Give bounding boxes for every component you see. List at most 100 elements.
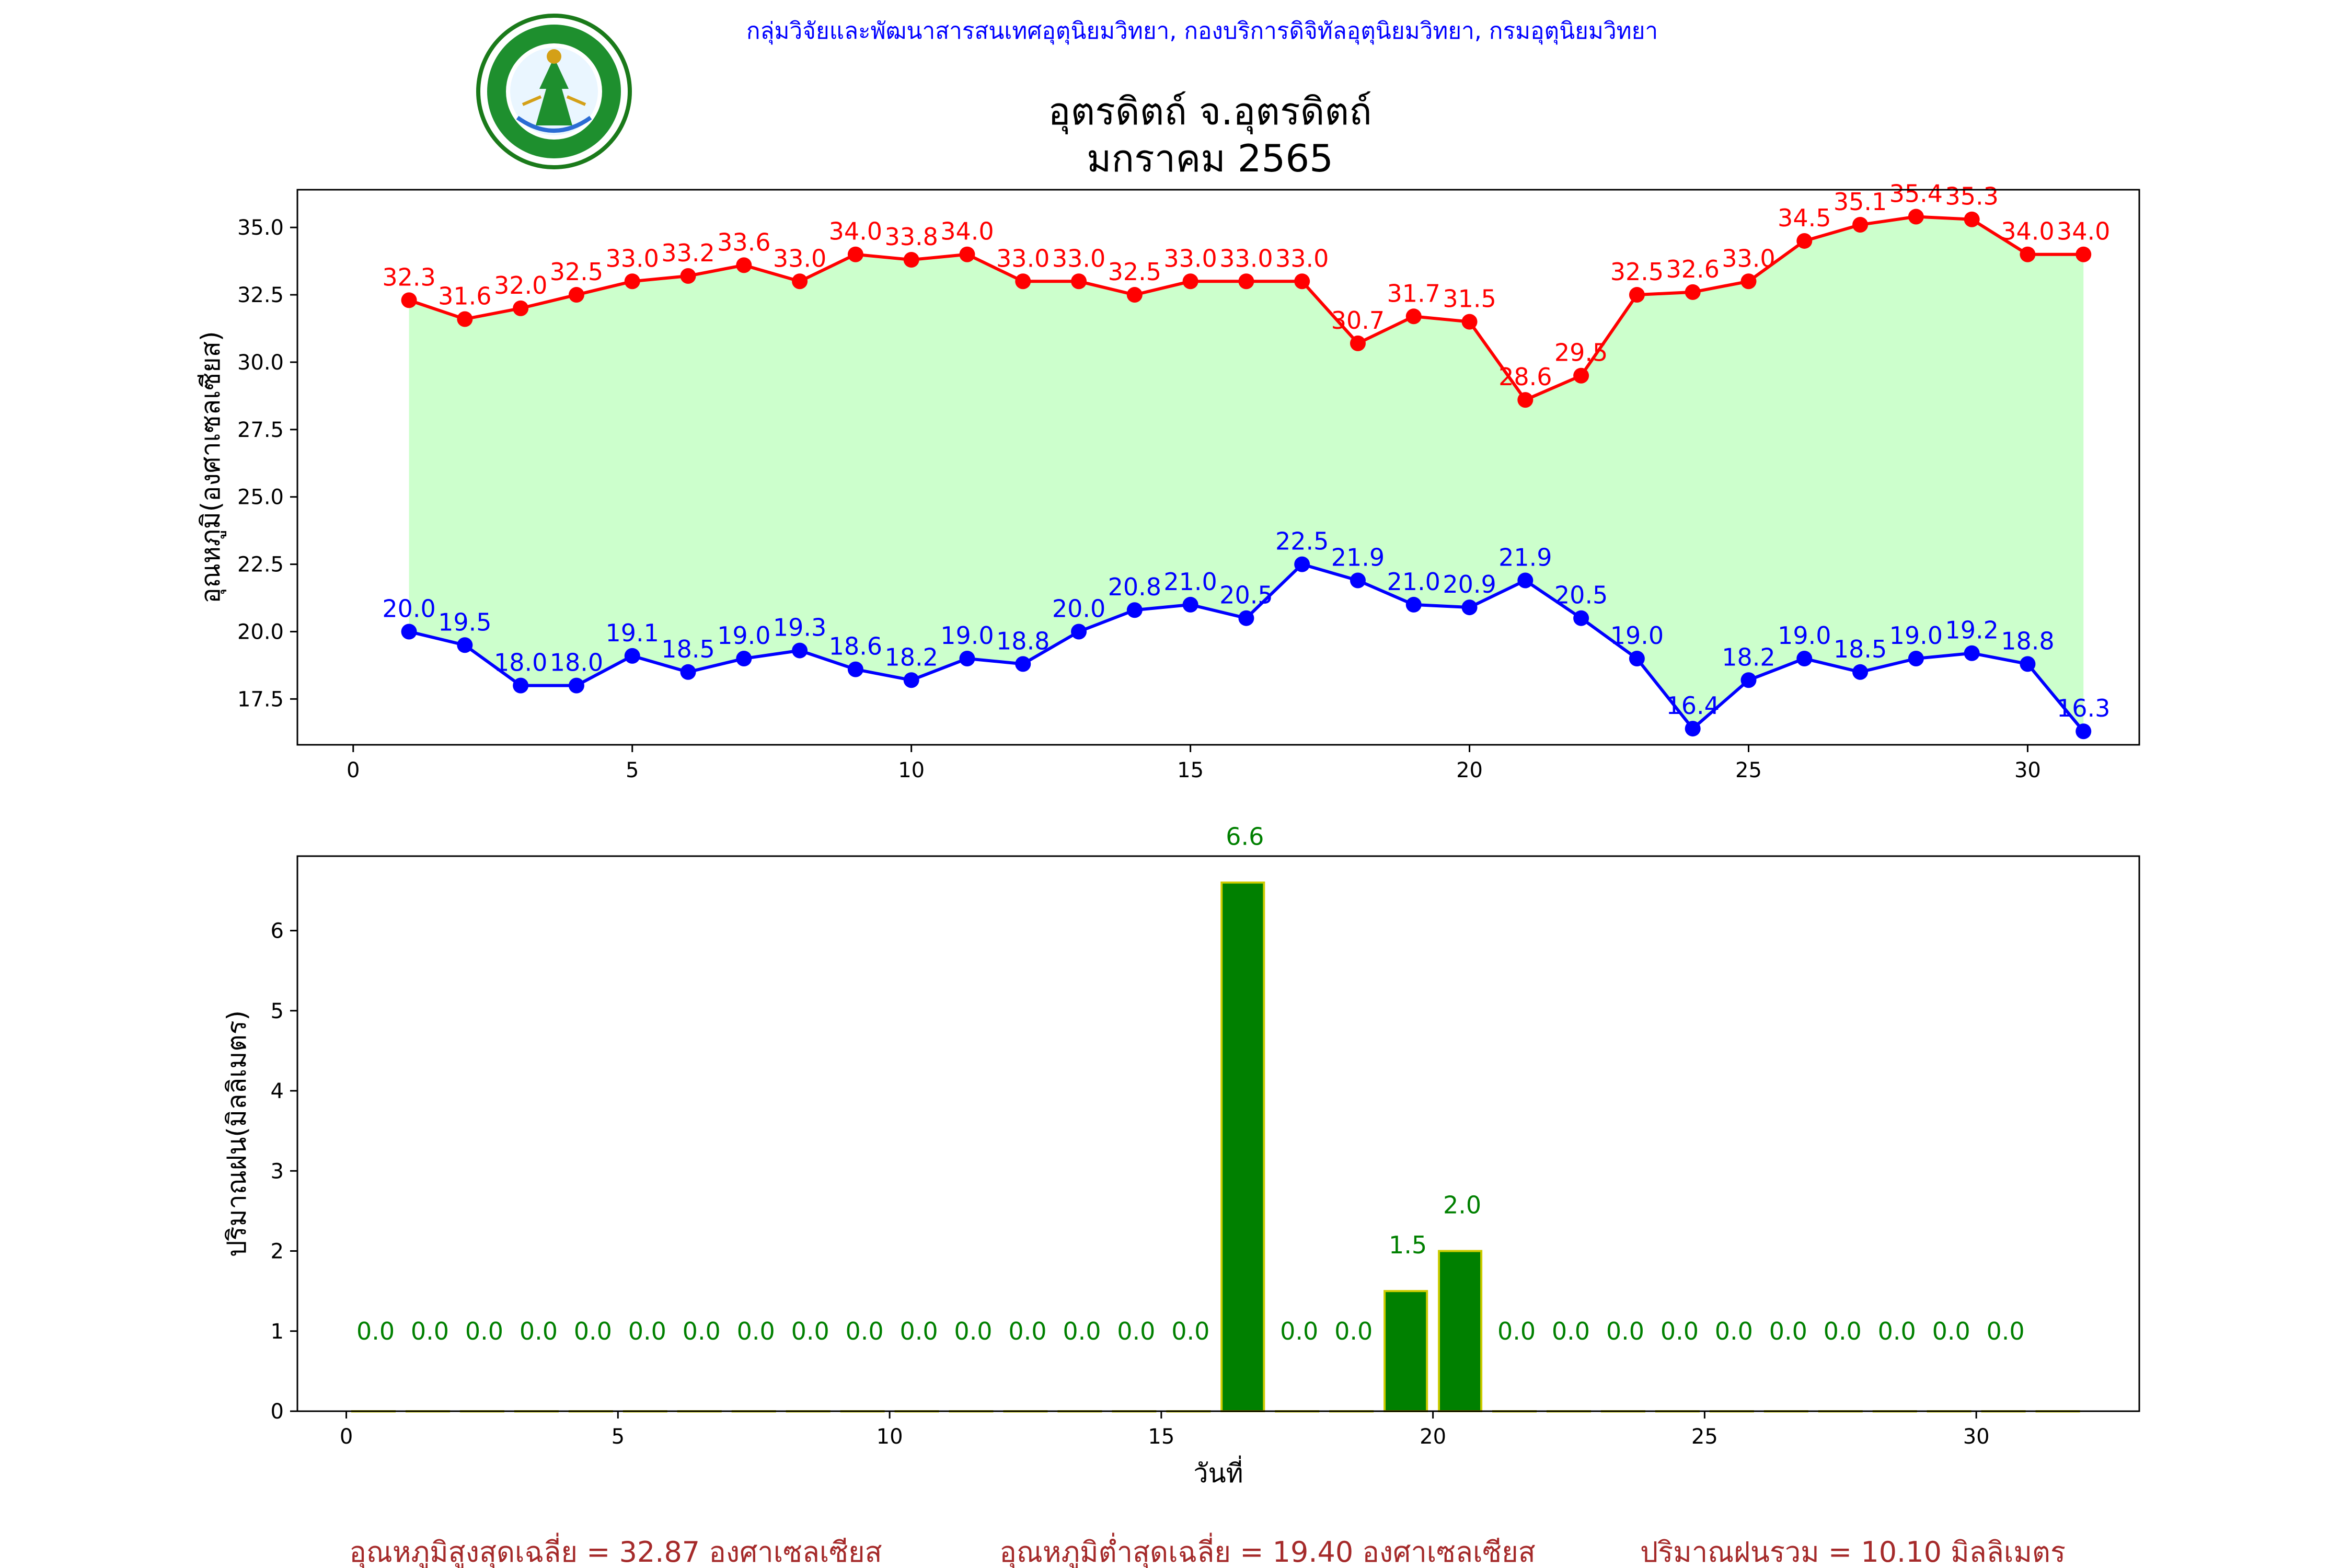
min-temp-label: 19.0 [940, 621, 994, 650]
min-temp-point [1852, 664, 1869, 680]
rain-value-label: 0.0 [465, 1317, 503, 1345]
max-temp-label: 34.0 [829, 217, 882, 246]
max-temp-point [680, 268, 696, 284]
max-temp-point [568, 287, 584, 303]
max-temp-point [847, 246, 863, 262]
rain-value-label: 0.0 [574, 1317, 612, 1345]
max-temp-label: 33.2 [661, 239, 714, 267]
max-temp-point [457, 311, 473, 327]
y-tick-label: 25.0 [237, 486, 284, 510]
rain-value-label: 0.0 [1008, 1317, 1046, 1345]
y-tick-label: 17.5 [237, 687, 284, 711]
rain-value-label: 0.0 [1606, 1317, 1644, 1345]
max-temp-point [2020, 246, 2036, 262]
x-tick-label: 15 [1148, 1425, 1174, 1449]
x-tick-label: 30 [2014, 758, 2041, 782]
rain-value-label: 0.0 [1878, 1317, 1916, 1345]
min-temp-point [1238, 610, 1254, 626]
min-temp-point [513, 677, 529, 694]
max-temp-point [1740, 273, 1757, 290]
y-tick-label: 3 [271, 1159, 284, 1183]
max-temp-label: 32.0 [494, 271, 547, 299]
y-tick-label: 22.5 [237, 553, 284, 577]
x-tick-label: 20 [1456, 758, 1483, 782]
max-temp-label: 31.6 [438, 282, 491, 310]
max-temp-point [1126, 287, 1143, 303]
org-line: กลุ่มวิจัยและพัฒนาสารสนเทศอุตุนิยมวิทยา,… [746, 18, 1658, 45]
max-temp-point [1071, 273, 1087, 290]
min-temp-point [792, 642, 808, 659]
max-temp-label: 28.6 [1498, 363, 1552, 391]
max-temp-label: 35.3 [1945, 182, 1998, 211]
temperature-chart: 32.331.6 32.0 32.5 33.0 33.2 33.633.034.0 33.8… [195, 180, 2140, 782]
min-temp-point [1015, 656, 1031, 672]
min-temp-point [2076, 723, 2092, 740]
max-temp-label: 33.0 [1275, 244, 1329, 272]
min-temp-label: 20.5 [1554, 581, 1608, 609]
rain-value-label: 0.0 [954, 1317, 992, 1345]
min-temp-label: 16.4 [1666, 691, 1719, 720]
rain-value-label: 0.0 [1552, 1317, 1590, 1345]
max-temp-label: 32.6 [1666, 255, 1719, 283]
max-temp-point [1405, 308, 1422, 325]
y-tick-label: 35.0 [237, 216, 284, 240]
min-temp-label: 20.5 [1219, 581, 1273, 609]
min-temp-point [401, 624, 417, 640]
min-temp-label: 18.5 [1834, 635, 1887, 663]
rain-bar [1220, 881, 1265, 1412]
x-tick-label: 25 [1735, 758, 1762, 782]
min-temp-label: 19.5 [438, 608, 491, 636]
max-temp-point [792, 273, 808, 290]
max-temp-point [401, 292, 417, 308]
min-temp-point [1126, 602, 1143, 618]
min-temp-point [680, 664, 696, 680]
max-temp-label: 35.1 [1834, 188, 1887, 216]
rain-value-label: 0.0 [520, 1317, 558, 1345]
y-tick-label: 27.5 [237, 418, 284, 442]
min-temp-point [1517, 572, 1534, 589]
x-tick-label: 10 [898, 758, 925, 782]
min-temp-label: 20.8 [1108, 573, 1161, 601]
x-tick-label: 10 [877, 1425, 903, 1449]
max-temp-label: 33.0 [606, 244, 659, 272]
rain-value-label: 0.0 [737, 1317, 775, 1345]
y-tick-label: 0 [271, 1400, 284, 1424]
station-title: อุตรดิตถ์ จ.อุตรดิตถ์ [1048, 89, 1372, 134]
max-temp-label: 34.0 [940, 217, 994, 246]
max-temp-point [1294, 273, 1310, 290]
min-temp-point [1461, 599, 1478, 616]
rain-value-label: 0.0 [900, 1317, 938, 1345]
max-temp-point [624, 273, 640, 290]
max-temp-label: 32.5 [1610, 258, 1664, 286]
max-temp-label: 32.3 [382, 263, 435, 291]
y-tick-label: 1 [271, 1320, 284, 1344]
min-temp-point [903, 672, 919, 688]
max-temp-point [1182, 273, 1198, 290]
min-temp-point [1908, 651, 1924, 667]
max-temp-label: 33.0 [773, 244, 826, 272]
rain-value-label: 1.5 [1389, 1231, 1427, 1259]
min-temp-point [1629, 651, 1645, 667]
min-temp-label: 19.0 [1778, 621, 1831, 650]
max-temp-point [1015, 273, 1031, 290]
x-tick-label: 20 [1420, 1425, 1446, 1449]
max-temp-point [1573, 367, 1589, 384]
max-temp-label: 33.0 [1722, 244, 1775, 272]
rain-value-label: 0.0 [683, 1317, 721, 1345]
y-tick-label: 4 [271, 1079, 284, 1103]
min-temp-point [959, 651, 975, 667]
min-temp-point [624, 648, 640, 664]
min-temp-point [457, 637, 473, 653]
max-temp-label: 34.0 [2057, 217, 2110, 246]
max-temp-point [959, 246, 975, 262]
max-temp-label: 33.0 [996, 244, 1050, 272]
rainfall-plot-frame [296, 855, 2140, 1412]
max-temp-point [1350, 335, 1366, 351]
max-temp-label: 33.0 [1219, 244, 1273, 272]
rainfall-axis-label: ปริมาณฝน(มิลลิเมตร) [222, 1010, 252, 1257]
min-temp-point [1182, 596, 1198, 613]
min-temp-point [1405, 596, 1422, 613]
min-temp-point [736, 651, 752, 667]
rain-value-label: 0.0 [1769, 1317, 1807, 1345]
